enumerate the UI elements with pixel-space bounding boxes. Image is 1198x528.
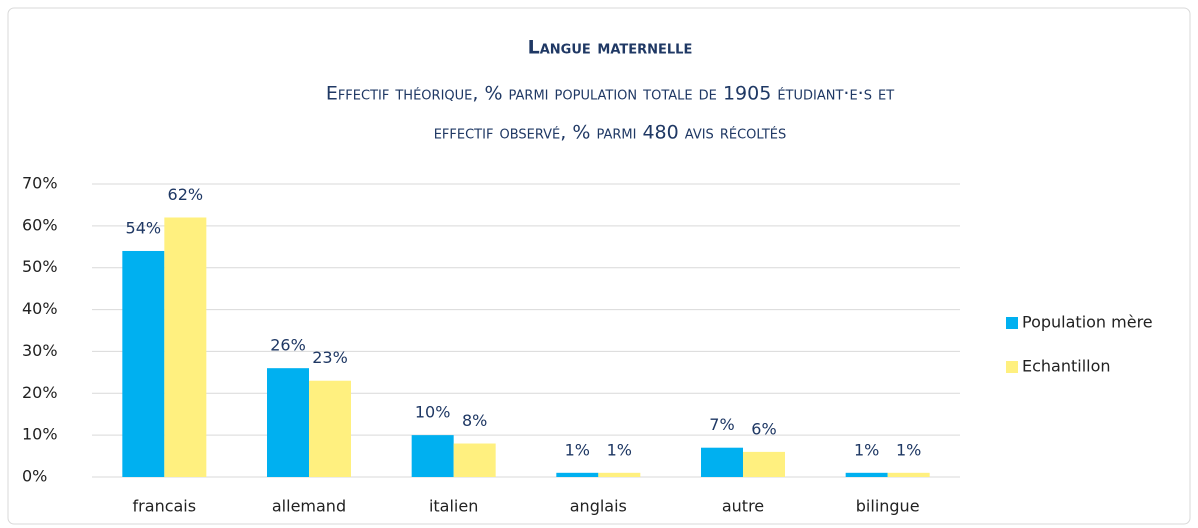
y-tick-label: 70% xyxy=(22,174,58,193)
x-tick-label: autre xyxy=(722,497,764,516)
chart-subtitle: Effectif théorique, % parmi population t… xyxy=(326,83,894,105)
value-label: 10% xyxy=(415,403,451,422)
value-label: 1% xyxy=(607,440,632,459)
legend-label: Population mère xyxy=(1022,313,1153,332)
value-label: 7% xyxy=(709,415,734,434)
bar xyxy=(887,472,930,477)
value-label: 23% xyxy=(312,348,348,367)
bar xyxy=(598,472,641,477)
value-label: 62% xyxy=(168,185,204,204)
bar xyxy=(845,472,888,477)
value-label: 26% xyxy=(270,336,306,355)
x-tick-label: anglais xyxy=(570,497,627,516)
y-tick-label: 50% xyxy=(22,257,58,276)
x-tick-label: francais xyxy=(133,497,197,516)
bar xyxy=(122,250,165,477)
value-label: 54% xyxy=(126,218,162,237)
x-tick-label: bilingue xyxy=(856,497,920,516)
y-tick-label: 60% xyxy=(22,215,58,234)
x-tick-label: italien xyxy=(429,497,478,516)
bar xyxy=(701,447,743,477)
value-label: 8% xyxy=(462,411,487,430)
y-tick-label: 20% xyxy=(22,383,58,402)
chart-subtitle: effectif observé, % parmi 480 avis récol… xyxy=(434,122,787,144)
value-label: 6% xyxy=(751,419,776,438)
value-label: 1% xyxy=(896,440,921,459)
bar xyxy=(164,217,207,477)
y-tick-label: 10% xyxy=(22,425,58,444)
y-tick-label: 40% xyxy=(22,299,58,318)
bar xyxy=(556,472,599,477)
bar xyxy=(453,443,496,477)
value-label: 1% xyxy=(854,440,879,459)
bar xyxy=(411,435,454,477)
bar xyxy=(309,380,351,477)
bar xyxy=(267,368,309,477)
y-tick-label: 30% xyxy=(22,341,58,360)
legend-swatch xyxy=(1006,361,1018,373)
legend-swatch xyxy=(1006,317,1018,329)
value-label: 1% xyxy=(565,440,590,459)
y-tick-label: 0% xyxy=(22,467,47,486)
legend-label: Echantillon xyxy=(1022,357,1111,376)
x-tick-label: allemand xyxy=(272,497,346,516)
bar xyxy=(743,451,785,477)
chart-title: Langue maternelle xyxy=(528,37,693,59)
